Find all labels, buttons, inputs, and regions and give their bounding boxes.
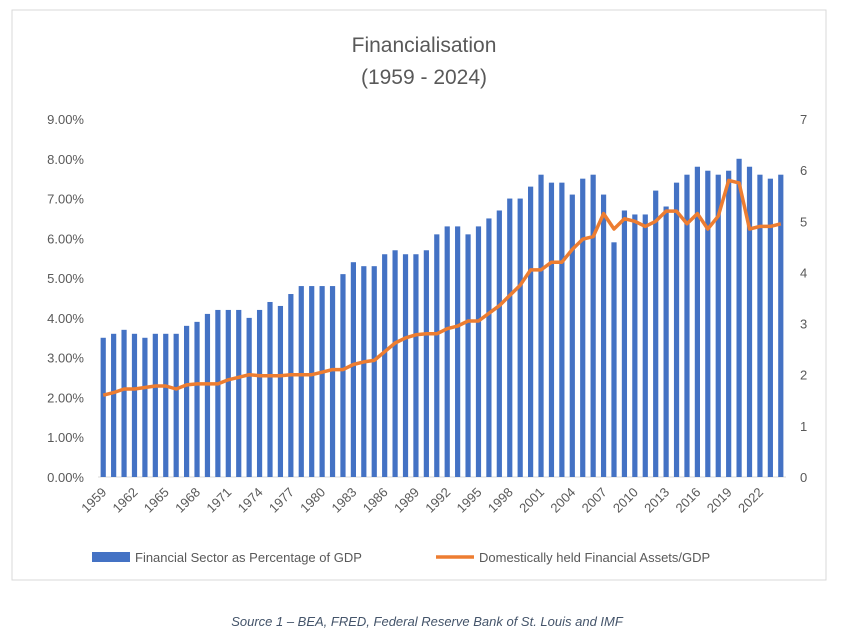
bar	[475, 226, 482, 477]
y-tick-label: 8.00%	[47, 152, 84, 167]
bar	[204, 313, 211, 477]
bar	[246, 317, 252, 477]
bar	[194, 321, 200, 477]
bar	[653, 190, 659, 477]
y-tick-label: 0.00%	[47, 470, 84, 485]
y2-tick-label: 4	[800, 265, 807, 280]
chart-title: Financialisation	[352, 34, 497, 57]
bar	[705, 170, 711, 477]
y2-tick-label: 0	[800, 470, 807, 485]
y-tick-label: 3.00%	[47, 351, 84, 366]
bar	[309, 286, 315, 477]
y2-tick-label: 6	[800, 163, 807, 178]
bar	[684, 174, 690, 477]
y2-tick-label: 1	[800, 419, 807, 434]
bar	[611, 242, 617, 477]
bar	[715, 174, 721, 477]
bar	[444, 226, 450, 477]
bar	[538, 174, 544, 477]
bar	[517, 198, 523, 478]
bar	[298, 286, 304, 477]
y-tick-label: 6.00%	[47, 231, 84, 246]
bar	[434, 234, 440, 477]
bar	[455, 226, 461, 477]
bar	[329, 286, 336, 477]
caption: Source 1 – BEA, FRED, Federal Reserve Ba…	[231, 614, 624, 629]
bar	[590, 174, 596, 477]
bar	[569, 194, 575, 478]
chart-subtitle: (1959 - 2024)	[361, 66, 487, 89]
bar	[663, 206, 669, 477]
y-tick-label: 5.00%	[47, 271, 84, 286]
bar	[736, 158, 742, 477]
chart-border	[11, 9, 827, 581]
bar	[340, 274, 346, 477]
bar	[496, 210, 502, 477]
bar	[767, 178, 773, 477]
bar	[371, 266, 377, 477]
bar	[277, 305, 284, 477]
bar	[507, 198, 513, 478]
y-tick-label: 1.00%	[47, 430, 84, 445]
bar	[413, 254, 419, 477]
bar	[632, 214, 638, 477]
bar	[402, 254, 409, 477]
y2-tick-label: 3	[800, 317, 807, 332]
bar	[100, 337, 106, 477]
legend-label: Financial Sector as Percentage of GDP	[135, 550, 362, 565]
y2-tick-label: 5	[800, 214, 807, 229]
legend-swatch	[92, 552, 130, 562]
bar	[757, 174, 763, 477]
bar	[486, 218, 492, 477]
bar	[111, 333, 117, 477]
bar	[121, 329, 127, 477]
bar	[215, 309, 221, 477]
bar	[319, 286, 325, 477]
bar	[694, 166, 700, 477]
bar	[559, 182, 565, 477]
bar	[465, 234, 471, 477]
bar	[142, 337, 148, 477]
bar	[288, 294, 294, 477]
bar	[528, 186, 534, 477]
y-tick-label: 4.00%	[47, 311, 84, 326]
bar	[225, 309, 231, 477]
y2-tick-label: 2	[800, 368, 807, 383]
bar	[256, 309, 263, 477]
y-tick-label: 7.00%	[47, 192, 84, 207]
bar	[726, 170, 732, 477]
bar	[361, 266, 367, 477]
bar	[184, 325, 190, 477]
bar	[236, 309, 242, 477]
bar	[423, 250, 429, 477]
bar	[163, 333, 169, 477]
y2-tick-label: 7	[800, 112, 807, 127]
bar	[173, 333, 179, 477]
bar	[382, 254, 388, 477]
bar	[392, 250, 398, 477]
bar	[580, 178, 586, 477]
bar	[267, 301, 273, 477]
bar	[673, 182, 680, 477]
y-tick-label: 2.00%	[47, 390, 84, 405]
bar	[778, 174, 784, 477]
bar	[548, 182, 555, 477]
bar	[600, 194, 607, 478]
y-tick-label: 9.00%	[47, 112, 84, 127]
bar	[152, 333, 158, 477]
line	[102, 178, 782, 397]
legend-label: Domestically held Financial Assets/GDP	[479, 550, 710, 565]
bar	[350, 262, 356, 477]
bar	[642, 214, 648, 477]
bar	[621, 210, 628, 477]
bar	[746, 166, 753, 477]
bar	[131, 333, 138, 477]
